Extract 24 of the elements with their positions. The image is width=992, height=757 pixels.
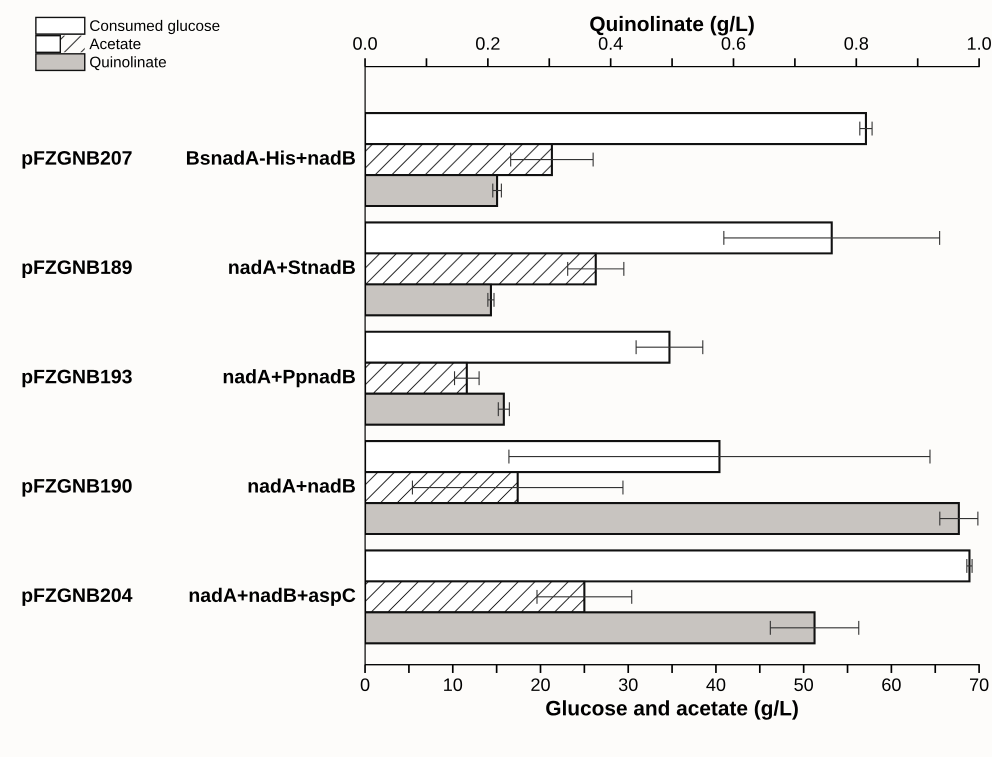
legend-label: Quinolinate: [90, 56, 166, 70]
legend-label: Consumed glucose: [90, 20, 220, 34]
category-label: pFZGNB190 nadA+nadB: [22, 478, 355, 497]
x-tick-label: 30: [618, 678, 638, 692]
legend-label: Acetate: [89, 38, 140, 50]
x2-axis-title: Quinolinate (g/L): [590, 16, 754, 36]
x2-tick-label: 1.0: [968, 37, 991, 50]
category-label: pFZGNB193 nadA+PpnadB: [22, 369, 355, 388]
x-tick-label: 10: [444, 678, 462, 692]
x2-tick-label: 0.0: [353, 37, 377, 50]
x-tick-label: 70: [970, 678, 988, 692]
category-label: pFZGNB189 nadA+StnadB: [22, 260, 355, 278]
x2-tick-label: 0.4: [598, 37, 623, 50]
x-tick-label: 0: [360, 678, 370, 692]
category-label: pFZGNB207 BsnadA-His+nadB: [22, 150, 355, 169]
x-tick-label: 40: [706, 678, 726, 692]
x2-tick-label: 0.2: [476, 37, 500, 50]
x2-tick-label: 0.8: [844, 37, 868, 50]
x2-tick-label: 0.6: [722, 37, 746, 50]
category-label: pFZGNB204 nadA+nadB+aspC: [22, 588, 356, 606]
x-axis-title: Glucose and acetate (g/L): [546, 700, 798, 720]
x-tick-label: 50: [794, 678, 813, 692]
x-tick-label: 60: [882, 678, 901, 692]
x-tick-label: 20: [531, 678, 550, 692]
